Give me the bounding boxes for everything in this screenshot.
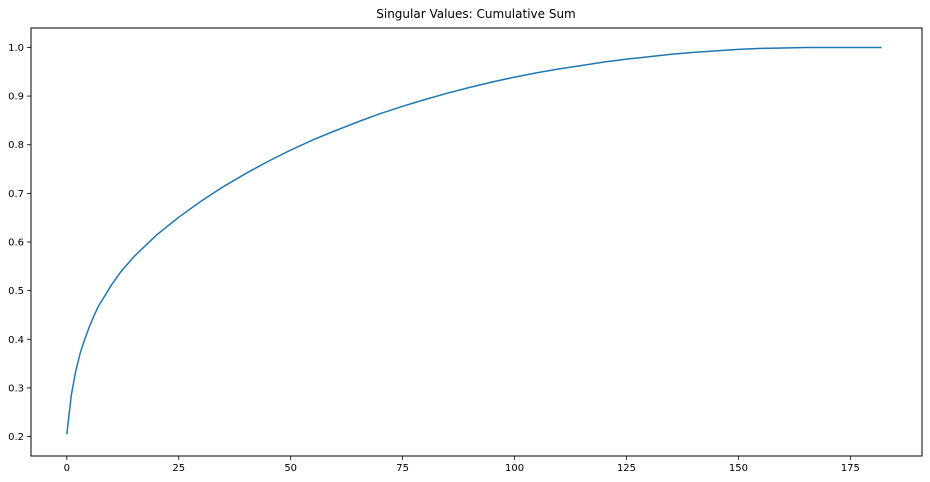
series-line	[66, 46, 882, 435]
x-tick-label: 50	[284, 463, 297, 474]
y-tick-label: 0.6	[8, 238, 24, 249]
chart-title: Singular Values: Cumulative Sum	[376, 7, 576, 21]
y-tick-label: 0.4	[8, 335, 24, 346]
y-tick-label: 1.0	[8, 43, 24, 54]
x-tick-label: 25	[172, 463, 185, 474]
y-tick-label: 0.7	[8, 189, 24, 200]
y-tick-label: 0.9	[8, 92, 24, 103]
x-tick-label: 125	[617, 463, 636, 474]
x-tick-label: 100	[505, 463, 524, 474]
axes-frame	[30, 27, 923, 457]
y-tick-label: 0.3	[8, 383, 24, 394]
y-tick-label: 0.5	[8, 286, 24, 297]
y-tick-label: 0.2	[8, 432, 24, 443]
x-tick-label: 0	[64, 463, 70, 474]
x-tick-label: 75	[396, 463, 409, 474]
y-tick-label: 0.8	[8, 140, 24, 151]
x-tick-label: 150	[729, 463, 748, 474]
plot-area: 0 25 50 75 100 125 150 175 0.2 0.3 0.4 0.5 0.6 0.7 0.8…	[8, 27, 923, 474]
x-tick-label: 175	[841, 463, 860, 474]
